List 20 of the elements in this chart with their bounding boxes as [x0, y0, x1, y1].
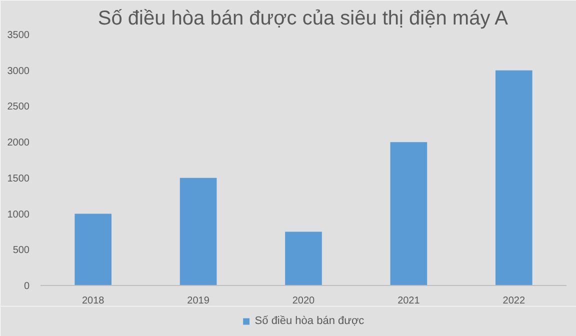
y-tick-label: 3000: [7, 66, 30, 77]
y-tick-label: 2500: [7, 102, 30, 113]
bar: [180, 178, 217, 286]
y-tick-label: 1000: [7, 209, 30, 220]
legend-label: Số điều hòa bán được: [254, 315, 364, 327]
y-tick-label: 500: [12, 245, 30, 256]
x-tick-label: 2020: [292, 296, 316, 306]
x-tick-label: 2021: [398, 296, 420, 306]
bar: [74, 214, 112, 286]
y-tick-label: 0: [24, 281, 30, 292]
x-tick-label: 2018: [82, 296, 105, 306]
y-tick-label: 1500: [7, 173, 30, 184]
x-tick-label: 2019: [187, 296, 210, 306]
y-tick-label: 2000: [7, 138, 30, 149]
bar: [285, 232, 322, 286]
x-tick-label: 2022: [502, 296, 526, 306]
bar: [390, 142, 428, 286]
bar: [495, 70, 532, 286]
chart-title: Số điều hòa bán được của siêu thị điện máy A: [98, 8, 509, 30]
y-tick-label: 3500: [7, 30, 30, 41]
